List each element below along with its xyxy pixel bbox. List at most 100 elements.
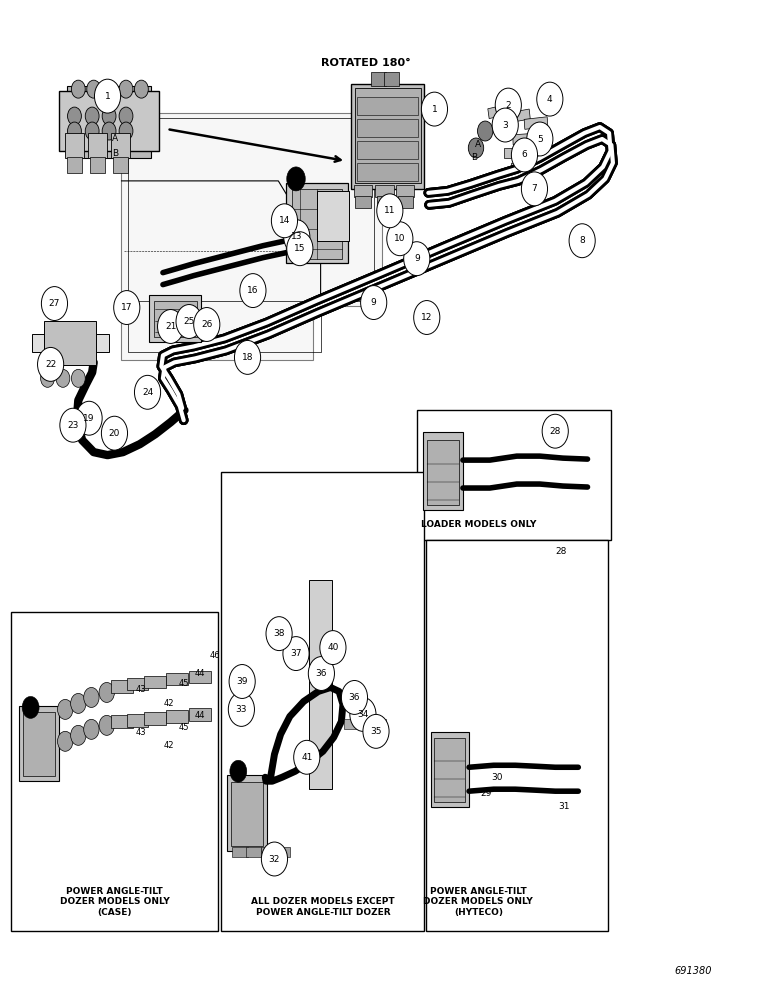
Text: POWER ANGLE-TILT
DOZER MODELS ONLY
(CASE): POWER ANGLE-TILT DOZER MODELS ONLY (CASE… [59, 887, 169, 917]
Circle shape [235, 340, 261, 374]
Text: 43: 43 [136, 685, 147, 694]
Circle shape [283, 637, 309, 671]
Bar [166, 673, 188, 685]
Text: 9: 9 [414, 254, 420, 263]
Text: B: B [112, 149, 118, 158]
Bar [506, 109, 530, 123]
Bar [309, 580, 332, 789]
Circle shape [83, 719, 99, 739]
Circle shape [58, 731, 73, 751]
Text: 30: 30 [491, 773, 503, 782]
Circle shape [102, 122, 116, 140]
Text: 15: 15 [294, 244, 306, 253]
Circle shape [286, 232, 313, 266]
Text: 22: 22 [45, 360, 56, 369]
Bar [144, 712, 166, 725]
Text: 37: 37 [290, 649, 302, 658]
Bar [417, 410, 611, 540]
Circle shape [102, 80, 116, 98]
Text: 46: 46 [210, 651, 221, 660]
Circle shape [521, 172, 547, 206]
Text: 44: 44 [195, 711, 205, 720]
Bar [511, 163, 535, 175]
Text: 36: 36 [349, 693, 361, 702]
Text: 3: 3 [503, 121, 508, 130]
Circle shape [293, 740, 320, 774]
Text: 10: 10 [394, 234, 405, 243]
Bar [59, 91, 159, 151]
Bar [369, 719, 386, 729]
Text: 43: 43 [136, 728, 147, 737]
Circle shape [22, 696, 39, 718]
Bar [354, 185, 372, 197]
Bar [166, 710, 188, 723]
Text: 26: 26 [201, 320, 212, 329]
Circle shape [94, 79, 120, 113]
Circle shape [266, 617, 292, 651]
Circle shape [422, 92, 448, 126]
Text: 13: 13 [291, 232, 303, 241]
Circle shape [102, 107, 116, 125]
Circle shape [320, 631, 346, 665]
Bar [357, 119, 418, 137]
Circle shape [230, 760, 247, 782]
Circle shape [119, 107, 133, 125]
Text: 41: 41 [301, 753, 313, 762]
Text: 47: 47 [229, 701, 239, 710]
Circle shape [41, 369, 55, 387]
Bar [127, 714, 148, 727]
Bar [426, 540, 608, 931]
Text: 33: 33 [235, 705, 247, 714]
Circle shape [134, 80, 148, 98]
Circle shape [194, 308, 220, 341]
Bar [11, 612, 218, 931]
Polygon shape [161, 127, 613, 420]
Bar [384, 72, 399, 86]
Circle shape [361, 286, 387, 320]
Bar [66, 157, 82, 173]
Bar [66, 86, 151, 158]
Text: A: A [476, 140, 482, 149]
Circle shape [42, 287, 67, 321]
Text: ALL DOZER MODELS EXCEPT
POWER ANGLE-TILT DOZER: ALL DOZER MODELS EXCEPT POWER ANGLE-TILT… [251, 897, 394, 917]
Text: 691380: 691380 [675, 966, 712, 976]
Bar [377, 196, 392, 208]
Bar [435, 738, 466, 802]
Circle shape [101, 416, 127, 450]
Circle shape [341, 680, 367, 714]
Circle shape [58, 699, 73, 719]
Circle shape [157, 310, 184, 343]
Text: 28: 28 [550, 427, 561, 436]
Text: 14: 14 [279, 216, 290, 225]
Bar [90, 157, 105, 173]
Circle shape [71, 80, 85, 98]
Bar [227, 775, 267, 851]
Circle shape [493, 108, 518, 142]
Circle shape [67, 107, 81, 125]
Circle shape [404, 242, 430, 276]
Bar [427, 440, 459, 505]
Circle shape [478, 121, 493, 141]
Circle shape [71, 369, 85, 387]
Bar [189, 708, 211, 721]
Circle shape [229, 665, 256, 698]
Bar [111, 133, 130, 158]
Text: 7: 7 [532, 184, 537, 193]
Bar [292, 189, 342, 259]
Bar [221, 472, 425, 931]
Bar [351, 84, 425, 189]
Text: 4: 4 [547, 95, 553, 104]
Bar [113, 157, 128, 173]
Bar [488, 104, 512, 119]
Text: 21: 21 [165, 322, 176, 331]
Bar [246, 847, 262, 857]
Circle shape [511, 138, 537, 172]
Text: 44: 44 [195, 669, 205, 678]
Circle shape [272, 204, 297, 238]
Circle shape [56, 369, 69, 387]
Circle shape [387, 222, 413, 256]
Text: B: B [472, 153, 478, 162]
Circle shape [469, 138, 484, 158]
Text: 2: 2 [506, 101, 511, 110]
Bar [66, 133, 83, 158]
